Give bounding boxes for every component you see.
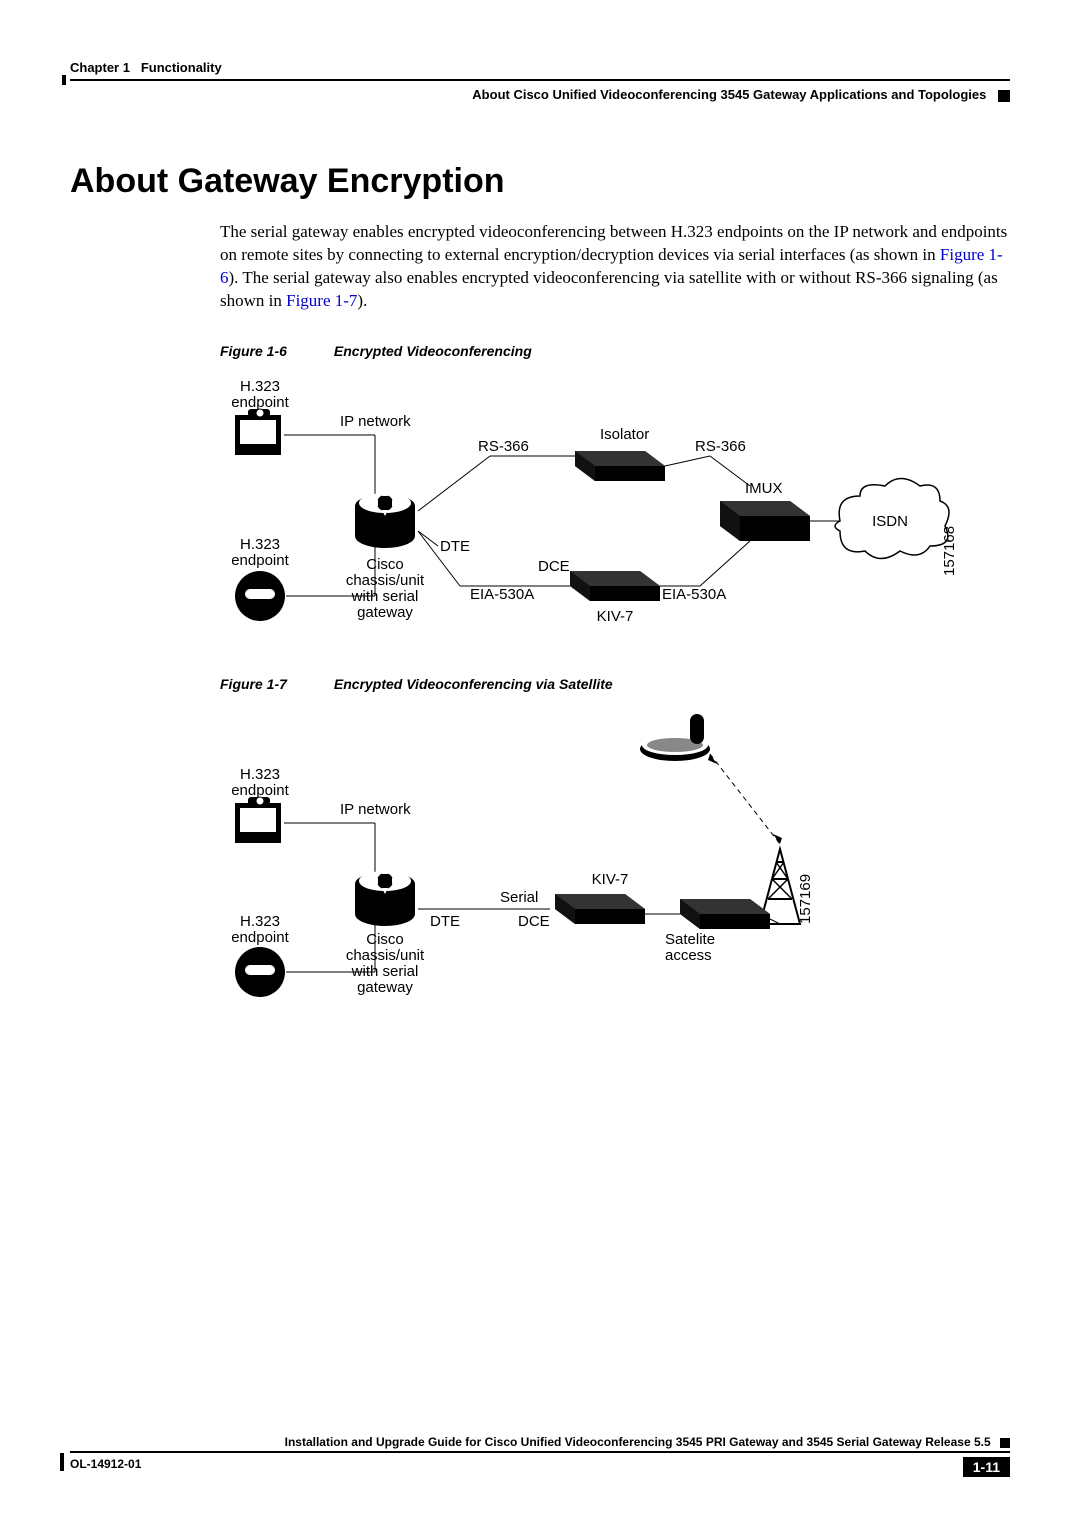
f1-dce: DCE bbox=[538, 558, 570, 575]
figure-1-7-number: Figure 1-7 bbox=[220, 676, 330, 692]
f1-h323-1a: H.323 bbox=[240, 378, 280, 395]
f2-serial: Serial bbox=[500, 889, 538, 906]
f1-eia2: EIA-530A bbox=[662, 586, 726, 603]
footer-ol-number: OL-14912-01 bbox=[70, 1457, 141, 1477]
f2-ipnet: IP network bbox=[340, 801, 411, 818]
f2-sat2: access bbox=[665, 947, 712, 964]
f1-h323-1b: endpoint bbox=[231, 394, 289, 411]
f1-cisco2: chassis/unit bbox=[346, 572, 425, 589]
f1-rs366-1: RS-366 bbox=[478, 438, 529, 455]
f2-dte: DTE bbox=[430, 913, 460, 930]
chapter-label: Chapter 1 Functionality bbox=[70, 60, 1010, 75]
para-text-3: ). bbox=[357, 291, 367, 310]
f2-h323-1b: endpoint bbox=[231, 782, 289, 799]
section-title: About Gateway Encryption bbox=[70, 162, 1010, 201]
f1-isolator: Isolator bbox=[600, 426, 649, 443]
page-footer: Installation and Upgrade Guide for Cisco… bbox=[70, 1435, 1010, 1477]
f2-sat1: Satelite bbox=[665, 931, 715, 948]
f2-cisco2: chassis/unit bbox=[346, 947, 425, 964]
f2-h323-2b: endpoint bbox=[231, 929, 289, 946]
section-paragraph: The serial gateway enables encrypted vid… bbox=[220, 221, 1010, 313]
chapter-header: Chapter 1 Functionality About Cisco Unif… bbox=[70, 60, 1010, 102]
f1-dte: DTE bbox=[440, 538, 470, 555]
header-square-icon bbox=[998, 90, 1010, 102]
figure-1-7-title: Encrypted Videoconferencing via Satellit… bbox=[334, 676, 613, 692]
footer-page-number: 1-11 bbox=[963, 1457, 1010, 1477]
page-container: Chapter 1 Functionality About Cisco Unif… bbox=[0, 0, 1080, 1527]
para-text-1: The serial gateway enables encrypted vid… bbox=[220, 222, 1007, 264]
f1-cisco3: with serial bbox=[351, 588, 419, 605]
f2-h323-2a: H.323 bbox=[240, 913, 280, 930]
f1-rs366-2: RS-366 bbox=[695, 438, 746, 455]
footer-title-text: Installation and Upgrade Guide for Cisco… bbox=[285, 1435, 991, 1449]
figure-1-7-diagram: H.323 endpoint IP network H.323 endpoint bbox=[220, 704, 1010, 1019]
f2-cisco1: Cisco bbox=[366, 931, 404, 948]
f1-isdn: ISDN bbox=[872, 513, 908, 530]
footer-square-icon bbox=[1000, 1438, 1010, 1448]
f2-cisco3: with serial bbox=[351, 963, 419, 980]
f1-h323-2a: H.323 bbox=[240, 536, 280, 553]
f2-imgnum: 157169 bbox=[797, 874, 814, 924]
f1-cisco4: gateway bbox=[357, 604, 413, 621]
header-rule bbox=[70, 79, 1010, 81]
header-right-text: About Cisco Unified Videoconferencing 35… bbox=[70, 87, 1010, 102]
figure-1-6-diagram: H.323 endpoint IP network H.323 endpoint bbox=[220, 371, 1010, 656]
f1-imgnum: 157168 bbox=[941, 526, 958, 576]
f1-cisco1: Cisco bbox=[366, 556, 404, 573]
chapter-title: Functionality bbox=[141, 60, 222, 75]
figure-1-6-title: Encrypted Videoconferencing bbox=[334, 343, 532, 359]
f2-dce: DCE bbox=[518, 913, 550, 930]
figure-1-7-caption: Figure 1-7 Encrypted Videoconferencing v… bbox=[220, 676, 1010, 692]
f1-imux: IMUX bbox=[745, 480, 783, 497]
footer-doc-title: Installation and Upgrade Guide for Cisco… bbox=[70, 1435, 1010, 1449]
topology-title: About Cisco Unified Videoconferencing 35… bbox=[472, 87, 986, 102]
footer-rule bbox=[70, 1451, 1010, 1453]
f2-h323-1a: H.323 bbox=[240, 766, 280, 783]
figure-1-6-number: Figure 1-6 bbox=[220, 343, 330, 359]
f1-eia1: EIA-530A bbox=[470, 586, 534, 603]
f1-ipnet: IP network bbox=[340, 413, 411, 430]
figure-1-6-caption: Figure 1-6 Encrypted Videoconferencing bbox=[220, 343, 1010, 359]
f1-kiv7: KIV-7 bbox=[597, 608, 634, 625]
chapter-number: Chapter 1 bbox=[70, 60, 130, 75]
footer-bottom-row: OL-14912-01 1-11 bbox=[70, 1457, 1010, 1477]
figure-1-7-link[interactable]: Figure 1-7 bbox=[286, 291, 357, 310]
f1-h323-2b: endpoint bbox=[231, 552, 289, 569]
f2-kiv7: KIV-7 bbox=[592, 871, 629, 888]
f2-cisco4: gateway bbox=[357, 979, 413, 996]
